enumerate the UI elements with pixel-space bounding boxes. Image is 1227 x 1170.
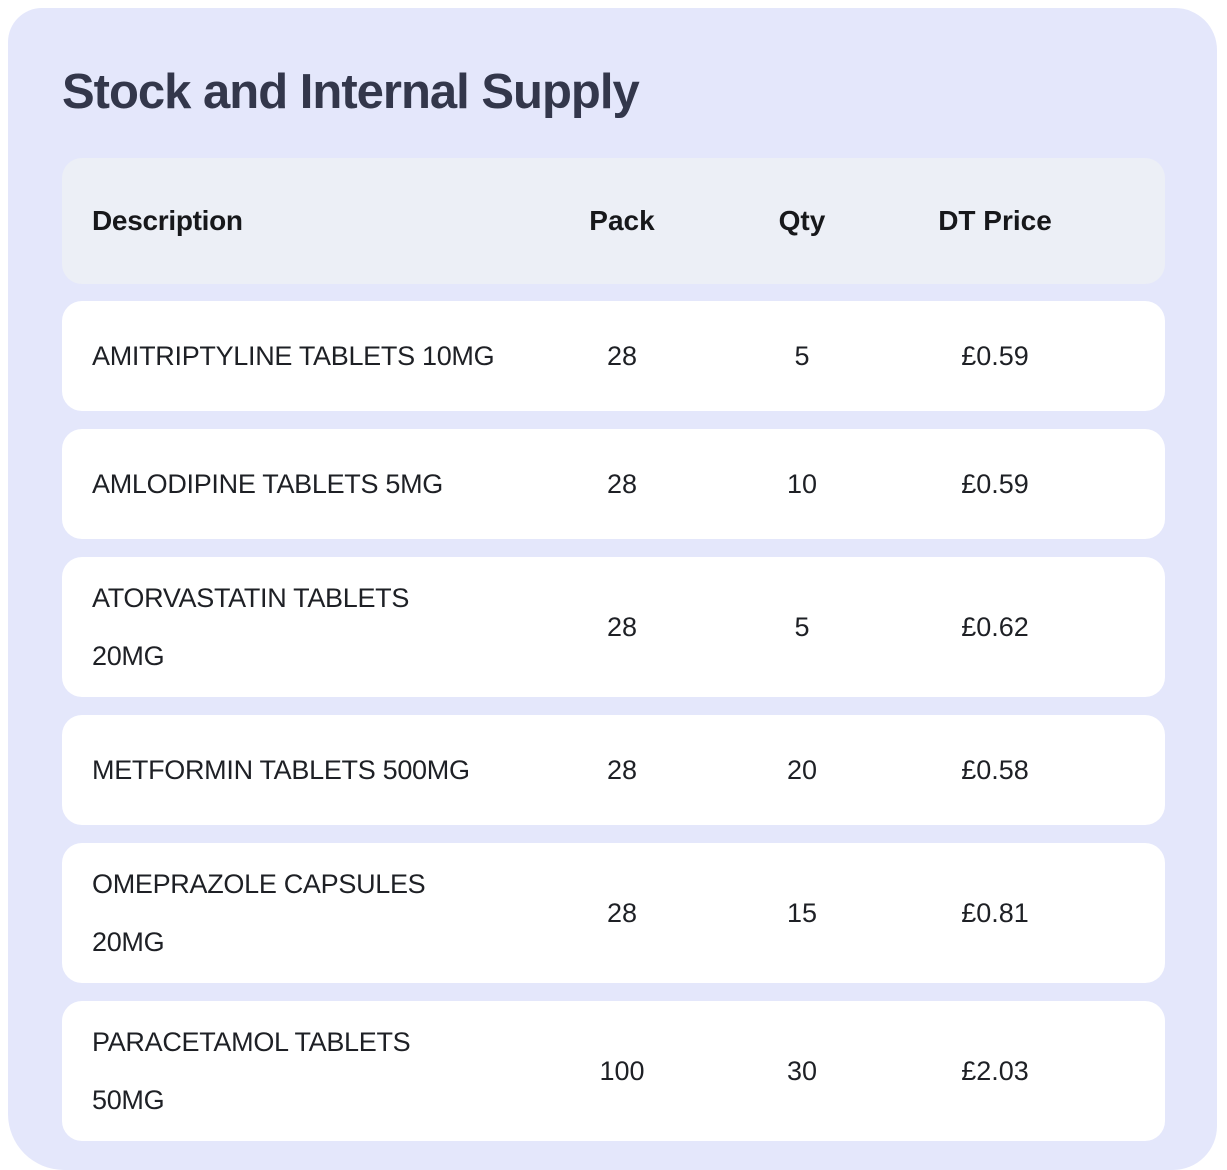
table-row: OMEPRAZOLE CAPSULES 20MG 28 15 £0.81: [62, 843, 1165, 983]
row-dt-price: £2.03: [961, 1055, 1029, 1086]
row-description: OMEPRAZOLE CAPSULES 20MG: [92, 869, 426, 957]
row-description: AMLODIPINE TABLETS 5MG: [92, 469, 443, 499]
row-qty: 20: [786, 754, 818, 785]
row-dt-price: £0.59: [961, 340, 1029, 371]
header-dt-price: DT Price: [938, 205, 1052, 236]
row-pack: 100: [599, 1055, 645, 1086]
row-dt-price: £0.81: [961, 897, 1029, 928]
table-row: METFORMIN TABLETS 500MG 28 20 £0.58: [62, 715, 1165, 825]
row-description: PARACETAMOL TABLETS 50MG: [92, 1027, 411, 1115]
row-description: AMITRIPTYLINE TABLETS 10MG: [92, 341, 495, 371]
table-header-row: Description Pack Qty DT Price: [62, 158, 1165, 284]
table-row: AMITRIPTYLINE TABLETS 10MG 28 5 £0.59: [62, 301, 1165, 411]
page-title: Stock and Internal Supply: [62, 65, 640, 119]
header-description: Description: [92, 205, 243, 236]
row-qty: 10: [786, 468, 818, 499]
table-body: AMITRIPTYLINE TABLETS 10MG 28 5 £0.59 AM…: [62, 301, 1165, 1141]
row-qty: 15: [786, 897, 818, 928]
row-dt-price: £0.62: [961, 611, 1029, 642]
row-pack: 28: [606, 754, 638, 785]
table-row: ATORVASTATIN TABLETS 20MG 28 5 £0.62: [62, 557, 1165, 697]
row-description: ATORVASTATIN TABLETS 20MG: [92, 583, 410, 671]
row-dt-price: £0.59: [961, 468, 1029, 499]
stock-panel: Stock and Internal Supply Description Pa…: [8, 8, 1217, 1170]
stock-table: Description Pack Qty DT Price AMITRIPTYL…: [62, 158, 1165, 1141]
header-pack: Pack: [589, 205, 655, 236]
row-description: METFORMIN TABLETS 500MG: [92, 755, 470, 785]
row-pack: 28: [606, 897, 638, 928]
row-dt-price: £0.58: [961, 754, 1029, 785]
row-pack: 28: [606, 611, 638, 642]
row-qty: 5: [794, 340, 810, 371]
table-row: AMLODIPINE TABLETS 5MG 28 10 £0.59: [62, 429, 1165, 539]
table-row: PARACETAMOL TABLETS 50MG 100 30 £2.03: [62, 1001, 1165, 1141]
row-pack: 28: [606, 340, 638, 371]
row-qty: 5: [794, 611, 810, 642]
row-pack: 28: [606, 468, 638, 499]
header-qty: Qty: [778, 205, 826, 236]
row-qty: 30: [786, 1055, 818, 1086]
